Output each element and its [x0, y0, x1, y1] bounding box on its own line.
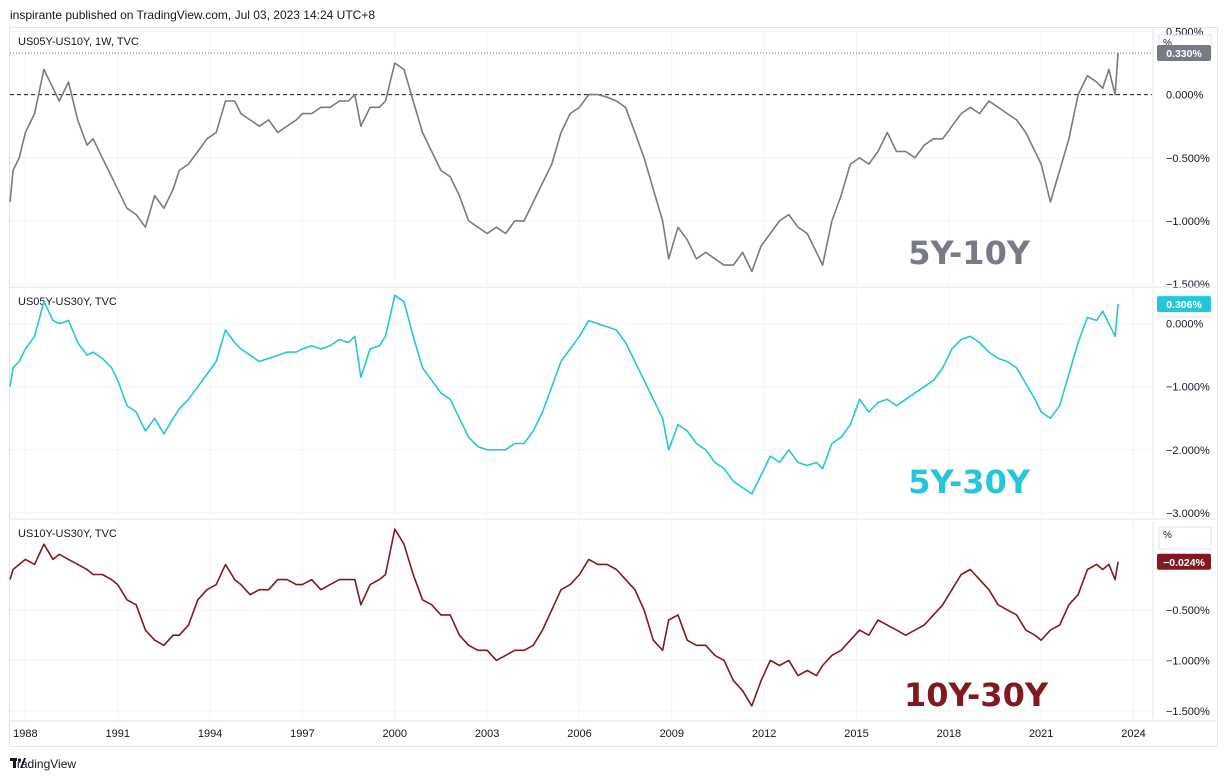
published-info: inspirante published on TradingView.com,… — [10, 8, 376, 22]
x-tick-label: 2000 — [383, 728, 407, 740]
x-tick-label: 2018 — [937, 728, 961, 740]
y-tick-label: −0.500% — [1166, 605, 1210, 617]
series-line[interactable] — [9, 528, 1119, 707]
unit-label: % — [1163, 530, 1172, 541]
y-tick-label: 0.000% — [1166, 90, 1204, 102]
chart-watermark: 10Y-30Y — [904, 676, 1049, 714]
tradingview-logo-text: TradingView — [10, 757, 77, 771]
y-tick-label: 0.000% — [1166, 319, 1204, 331]
y-tick-label: −3.000% — [1166, 508, 1210, 520]
y-tick-label: −2.000% — [1166, 445, 1210, 457]
last-value-badge — [1157, 44, 1211, 61]
series-line[interactable] — [9, 52, 1119, 273]
x-tick-label: 2015 — [844, 728, 868, 740]
x-tick-label: 2006 — [567, 728, 591, 740]
last-value-label: 0.330% — [1166, 48, 1202, 60]
y-tick-label: −1.500% — [1166, 279, 1210, 291]
last-value-label: 0.306% — [1166, 299, 1202, 311]
chart-watermark: 5Y-10Y — [908, 234, 1031, 272]
last-value-label: −0.024% — [1163, 557, 1205, 569]
x-tick-label: 2021 — [1029, 728, 1053, 740]
symbol-label: US05Y-US30Y, TVC — [18, 296, 117, 308]
y-tick-label: −1.000% — [1166, 216, 1210, 228]
x-tick-label: 2009 — [660, 728, 684, 740]
y-tick-label: −1.500% — [1166, 706, 1210, 718]
last-value-badge — [1157, 296, 1211, 313]
x-tick-label: 1997 — [290, 728, 314, 740]
footer[interactable]: TradingView — [10, 757, 76, 771]
y-tick-label: −1.000% — [1166, 655, 1210, 667]
symbol-label: US05Y-US10Y, 1W, TVC — [18, 36, 139, 48]
tradingview-logo-icon — [10, 758, 26, 768]
x-tick-label: 2003 — [475, 728, 499, 740]
chart-frame — [9, 27, 1218, 747]
last-value-badge — [1157, 553, 1211, 570]
x-tick-label: 1991 — [105, 728, 129, 740]
y-tick-label: −0.500% — [1166, 153, 1210, 165]
x-tick-label: 1994 — [198, 728, 222, 740]
series-line[interactable] — [9, 294, 1119, 495]
unit-label: % — [1163, 38, 1172, 49]
chart-watermark: 5Y-30Y — [908, 463, 1031, 501]
symbol-label: US10Y-US30Y, TVC — [18, 528, 117, 540]
y-tick-label: −1.000% — [1166, 382, 1210, 394]
x-tick-label: 1988 — [13, 728, 37, 740]
x-tick-label: 2024 — [1121, 728, 1145, 740]
unit-box[interactable] — [1158, 526, 1212, 550]
x-tick-label: 2012 — [752, 728, 776, 740]
